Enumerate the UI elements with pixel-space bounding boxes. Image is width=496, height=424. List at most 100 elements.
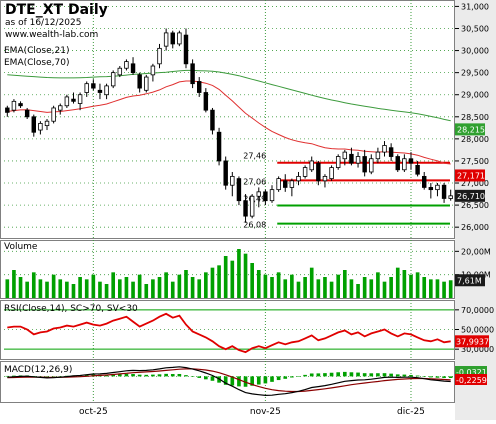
price-axis-label: 31,000 xyxy=(461,2,489,11)
ema21-legend: EMA(Close,21) xyxy=(4,46,70,56)
volume-bar xyxy=(111,272,116,298)
macd-hist-bar xyxy=(170,374,175,377)
level-label: 26,49 xyxy=(243,195,266,204)
macd-hist-bar xyxy=(190,376,195,377)
candle-body xyxy=(316,162,321,182)
macd-hist-bar xyxy=(276,376,281,381)
macd-hist-bar xyxy=(137,374,142,377)
candle-body xyxy=(31,116,36,133)
candle-body xyxy=(210,109,215,131)
candle-body xyxy=(97,89,103,93)
candle-body xyxy=(276,178,281,191)
macd-hist-bar xyxy=(144,374,149,377)
rsi-tag xyxy=(455,335,489,348)
macd-hist-bar xyxy=(296,376,301,377)
candle-body xyxy=(64,96,70,107)
x-tick-label: nov-25 xyxy=(250,407,281,417)
volume-bar xyxy=(184,270,188,298)
candle-body xyxy=(38,123,43,131)
volume-bar xyxy=(395,267,400,298)
price-axis-label: 26,500 xyxy=(461,201,489,210)
macd-hist-bar xyxy=(5,375,10,377)
candle-body xyxy=(157,47,162,65)
candle-body xyxy=(223,160,228,186)
candle-body xyxy=(375,151,381,160)
macd-hist-bar xyxy=(336,372,341,377)
volume-bar xyxy=(45,281,49,298)
volume-panel-frame xyxy=(0,240,455,299)
rsi-tag-label: 37,9937 xyxy=(456,337,489,346)
volume-bar xyxy=(369,279,374,298)
candle-body xyxy=(137,74,142,89)
price-axis-label: 29,500 xyxy=(461,69,489,78)
volume-tag xyxy=(455,274,485,287)
macd-hist-bar xyxy=(157,374,162,377)
volume-bar xyxy=(84,279,89,298)
candle-body xyxy=(110,72,116,87)
candle-body xyxy=(71,98,76,102)
macd-hist-bar xyxy=(323,373,327,377)
macd-hist-bar xyxy=(263,376,268,384)
volume-bar xyxy=(117,279,122,298)
price-tag-label: 28,215 xyxy=(457,125,485,134)
macd-hist-bar xyxy=(51,376,56,377)
price-tag xyxy=(455,123,485,136)
rsi-label: RSI(Close,14), SC>70, SV<30 xyxy=(4,304,138,314)
price-axis-label: 27,500 xyxy=(461,157,489,166)
macd-hist-bar xyxy=(342,371,347,377)
candle-body xyxy=(24,109,30,118)
macd-hist-bar xyxy=(210,376,215,381)
candle-body xyxy=(408,158,414,164)
volume-bar xyxy=(316,279,321,298)
volume-bar xyxy=(170,281,175,298)
volume-bar xyxy=(323,277,327,298)
price-axis-label: 30,000 xyxy=(461,47,489,56)
candle-body xyxy=(355,156,361,164)
macd-hist-bar xyxy=(117,374,122,377)
candle-body xyxy=(382,145,387,153)
candle-body xyxy=(190,63,195,85)
volume-bar xyxy=(342,270,347,298)
candle-body xyxy=(144,76,149,91)
level-label: 27,06 xyxy=(243,177,266,186)
macd-hist-bar xyxy=(389,373,393,377)
candle-body xyxy=(183,34,189,65)
price-axis-label: 29,000 xyxy=(461,91,489,100)
candle-body xyxy=(415,164,420,175)
price-axis-label: 30,500 xyxy=(461,24,489,33)
candle-body xyxy=(422,175,427,188)
candle-body xyxy=(249,195,255,217)
volume-bar xyxy=(422,277,427,298)
candle-body xyxy=(388,147,394,157)
macd-hist-bar xyxy=(290,376,294,378)
macd-hist-bar xyxy=(184,375,188,377)
volume-bar xyxy=(124,277,129,298)
volume-bar xyxy=(349,279,354,298)
candle-body xyxy=(296,175,301,182)
candle-body xyxy=(170,32,175,45)
ema70-legend: EMA(Close,70) xyxy=(4,58,70,68)
macd-hist-bar xyxy=(124,373,129,377)
volume-bar xyxy=(71,284,76,298)
volume-bar xyxy=(429,279,433,298)
candle-body xyxy=(203,92,209,111)
candle-body xyxy=(263,191,268,202)
chart-title: DTE_XT Daily xyxy=(5,2,108,18)
as-of-date: as of 16/12/2025 xyxy=(5,18,82,28)
macd-hist-bar xyxy=(256,376,261,385)
volume-bar xyxy=(38,279,43,298)
volume-bar xyxy=(356,284,360,298)
price-axis-label: 28,000 xyxy=(461,135,489,144)
source-url: www.wealth-lab.com xyxy=(5,30,99,40)
candle-body xyxy=(441,184,447,199)
candle-body xyxy=(309,160,314,171)
candle-body xyxy=(269,189,275,202)
volume-bar xyxy=(329,281,334,298)
rsi-axis-label: 30,0000 xyxy=(461,345,494,354)
volume-bar xyxy=(104,284,109,298)
candle-body xyxy=(329,167,334,180)
volume-bar xyxy=(402,270,407,298)
volume-bar xyxy=(65,281,69,298)
rsi-axis-label: 70,0000 xyxy=(461,306,494,315)
volume-bar xyxy=(190,277,195,298)
